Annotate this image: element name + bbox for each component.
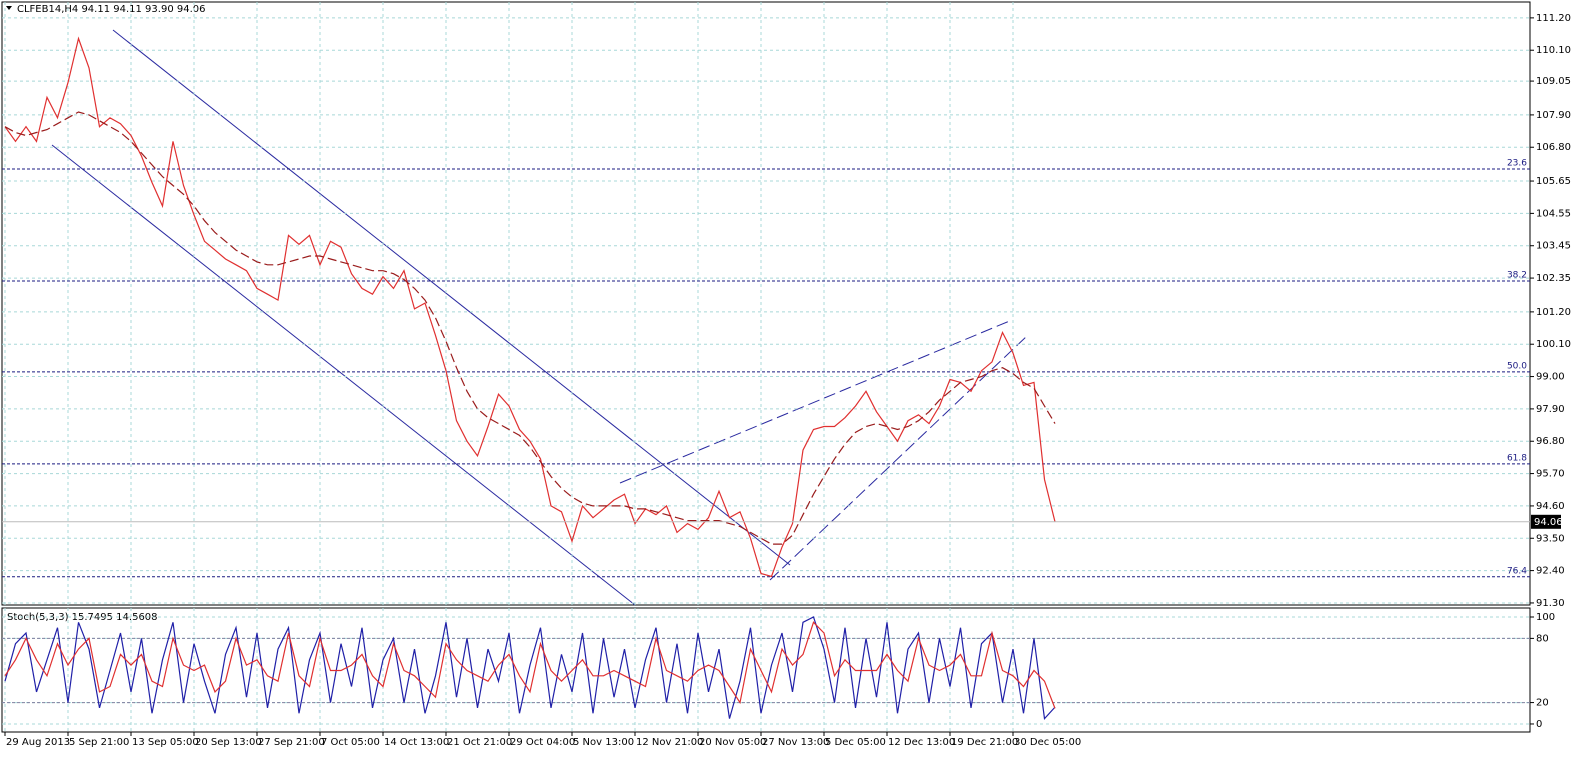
- wedge-lower: [769, 334, 1029, 581]
- y-tick-label: 104.55: [1536, 208, 1571, 219]
- y-tick-label: 96.80: [1536, 436, 1565, 447]
- level-label: 38.2: [1507, 271, 1527, 281]
- y-tick-label: 0: [1536, 719, 1542, 730]
- y-tick-label: 102.35: [1536, 273, 1571, 284]
- chart-title: CLFEB14,H4 94.11 94.11 93.90 94.06: [17, 4, 206, 15]
- series-line: [4, 621, 1056, 709]
- stoch-title: Stoch(5,3,3) 15.7495 14.5608: [7, 612, 158, 623]
- x-tick-label: 21 Oct 21:00: [447, 737, 512, 748]
- menu-arrow: [6, 6, 12, 10]
- y-tick-label: 94.60: [1536, 501, 1565, 512]
- y-tick-label: 92.40: [1536, 566, 1565, 577]
- x-tick-label: 27 Sep 21:00: [258, 737, 325, 748]
- y-tick-label: 91.30: [1536, 598, 1565, 609]
- x-tick-label: 14 Oct 13:00: [384, 737, 449, 748]
- stoch-panel: [1, 607, 1531, 733]
- x-tick-label: 5 Dec 05:00: [825, 737, 886, 748]
- y-tick-label: 20: [1536, 698, 1549, 709]
- x-tick-label: 5 Nov 13:00: [573, 737, 634, 748]
- y-tick-label: 106.80: [1536, 142, 1571, 153]
- y-tick-label: 103.45: [1536, 241, 1571, 252]
- x-tick-label: 12 Nov 21:00: [636, 737, 703, 748]
- y-tick-label: 105.65: [1536, 176, 1571, 187]
- x-tick-label: 20 Nov 05:00: [699, 737, 766, 748]
- x-tick-label: 7 Oct 05:00: [321, 737, 380, 748]
- y-tick-label: 101.20: [1536, 307, 1571, 318]
- x-tick-label: 19 Dec 21:00: [951, 737, 1018, 748]
- y-tick-label: 109.05: [1536, 76, 1571, 87]
- x-tick-label: 5 Sep 21:00: [69, 737, 129, 748]
- x-tick-label: 29 Oct 04:00: [510, 737, 575, 748]
- level-label: 76.4: [1507, 566, 1527, 576]
- x-tick-label: 30 Dec 05:00: [1014, 737, 1081, 748]
- y-tick-label: 107.90: [1536, 110, 1571, 121]
- x-tick-label: 29 Aug 2013: [6, 737, 70, 748]
- price-panel: [1, 1, 1531, 606]
- channel-lower: [51, 144, 636, 606]
- y-tick-label: 110.10: [1536, 45, 1571, 56]
- level-label: 61.8: [1507, 453, 1527, 463]
- y-tick-label: 93.50: [1536, 533, 1565, 544]
- x-tick-label: 13 Sep 05:00: [132, 737, 199, 748]
- y-tick-label: 95.70: [1536, 469, 1565, 480]
- wedge-upper: [619, 319, 1013, 484]
- y-tick-label: 100: [1536, 612, 1555, 623]
- last-price-label: 94.06: [1534, 517, 1563, 528]
- y-tick-label: 111.20: [1536, 13, 1571, 24]
- series-line: [4, 36, 1056, 578]
- x-tick-label: 12 Dec 13:00: [888, 737, 955, 748]
- level-label: 50.0: [1507, 361, 1527, 371]
- series-line: [4, 111, 1056, 545]
- last-price-box: [1531, 514, 1561, 529]
- trend-lines: [51, 29, 1029, 606]
- y-tick-label: 99.00: [1536, 372, 1565, 383]
- x-tick-label: 20 Sep 13:00: [195, 737, 262, 748]
- y-tick-label: 100.10: [1536, 339, 1571, 350]
- y-tick-label: 97.90: [1536, 404, 1565, 415]
- channel-upper: [112, 29, 791, 566]
- level-label: 23.6: [1507, 158, 1527, 168]
- y-tick-label: 80: [1536, 633, 1549, 644]
- series-line: [4, 616, 1056, 720]
- x-tick-label: 27 Nov 13:00: [762, 737, 829, 748]
